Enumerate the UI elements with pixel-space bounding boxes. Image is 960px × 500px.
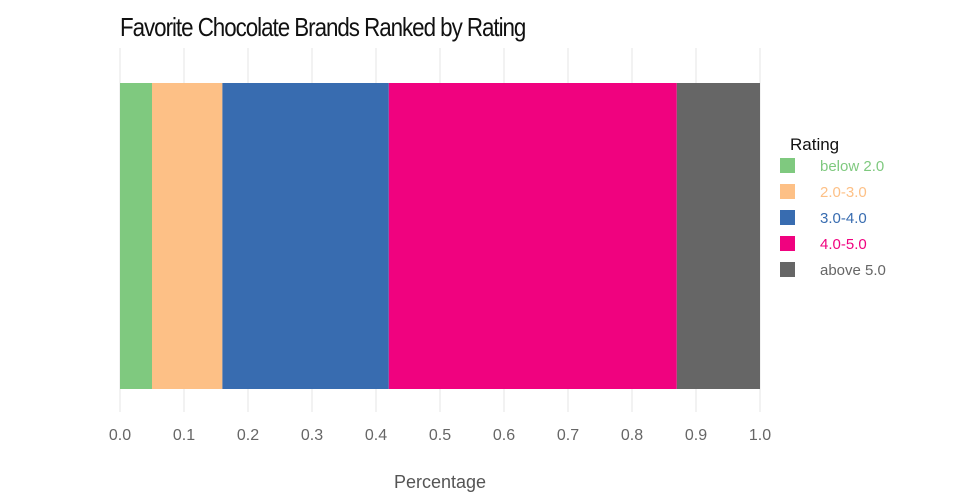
chart-title: Favorite Chocolate Brands Ranked by Rati… <box>120 12 526 42</box>
x-axis-ticks: 0.0 0.1 0.2 0.3 0.4 0.5 0.6 0.7 0.8 0.9 1.0 <box>109 427 771 444</box>
legend-label: 2.0-3.0 <box>820 184 867 201</box>
x-tick-label: 1.0 <box>749 427 771 444</box>
legend-swatch <box>780 158 795 173</box>
legend-label: below 2.0 <box>820 158 884 175</box>
legend: Rating below 2.0 2.0-3.0 3.0-4.0 4.0-5.0 abo… <box>780 135 886 279</box>
legend-label: 3.0-4.0 <box>820 210 867 227</box>
x-tick-label: 0.8 <box>621 427 643 444</box>
legend-title: Rating <box>790 135 839 154</box>
bar-segment-2 <box>222 83 389 389</box>
legend-swatch <box>780 184 795 199</box>
x-tick-label: 0.5 <box>429 427 451 444</box>
legend-label: above 5.0 <box>820 262 886 279</box>
x-tick-label: 0.7 <box>557 427 579 444</box>
x-tick-label: 0.4 <box>365 427 387 444</box>
legend-label: 4.0-5.0 <box>820 236 867 253</box>
x-axis-title: Percentage <box>394 472 486 492</box>
x-tick-label: 0.3 <box>301 427 323 444</box>
x-tick-label: 0.1 <box>173 427 195 444</box>
legend-swatch <box>780 236 795 251</box>
legend-swatch <box>780 262 795 277</box>
x-tick-label: 0.6 <box>493 427 515 444</box>
bar-segment-3 <box>388 83 677 389</box>
x-tick-label: 0.0 <box>109 427 131 444</box>
bar-segment-0 <box>120 83 152 389</box>
x-tick-label: 0.9 <box>685 427 707 444</box>
bar-segment-1 <box>152 83 223 389</box>
legend-swatch <box>780 210 795 225</box>
bar-segment-4 <box>676 83 760 389</box>
x-tick-label: 0.2 <box>237 427 259 444</box>
bar-segments <box>120 83 760 389</box>
